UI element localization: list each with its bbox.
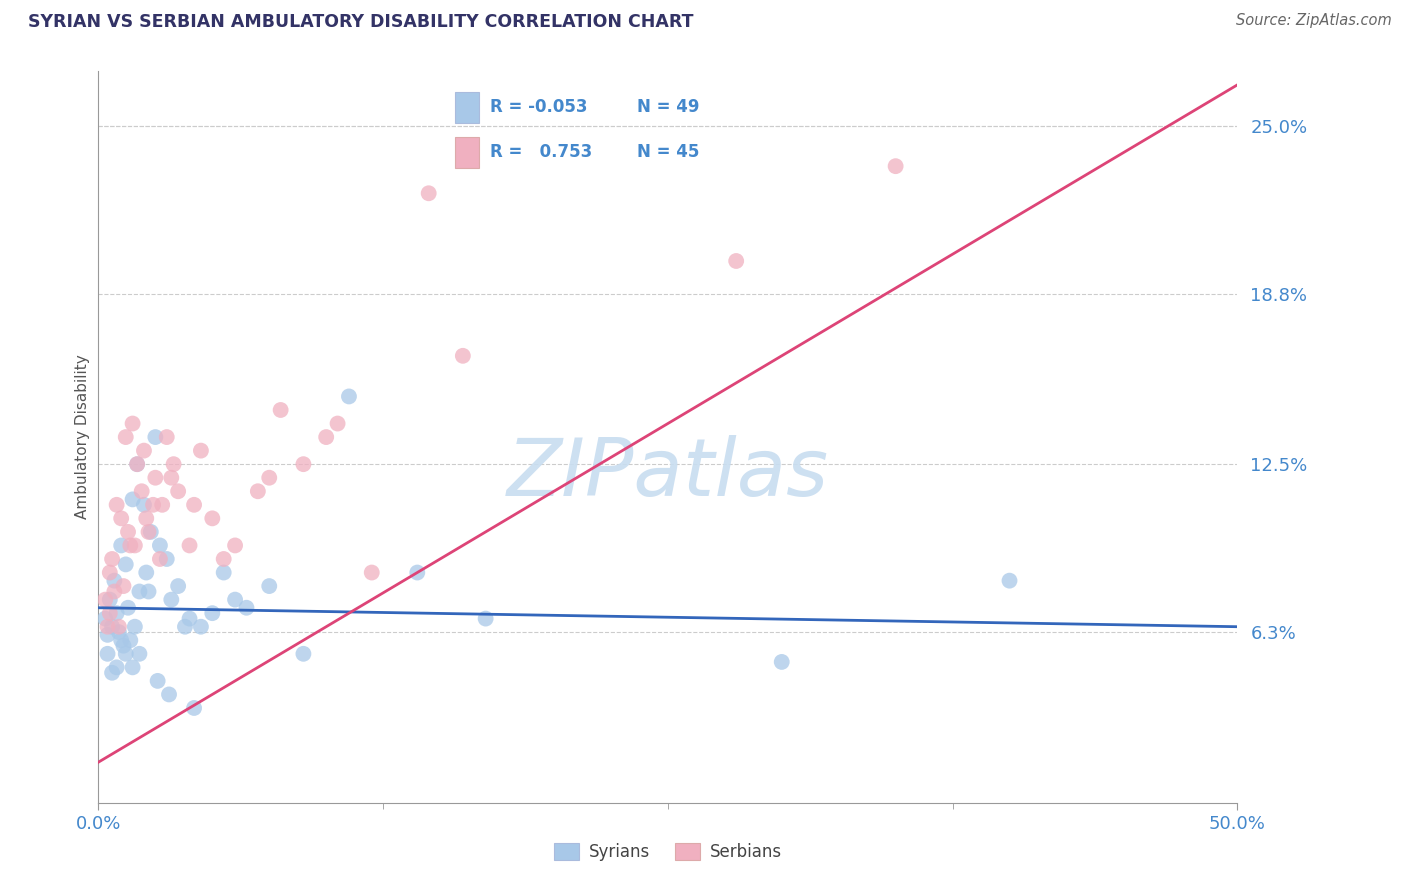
Point [120, 633, 142, 648]
Point [94, 592, 117, 607]
Point [135, 511, 157, 525]
Point [160, 592, 183, 607]
Point [114, 430, 136, 444]
Point [360, 566, 382, 580]
Point [451, 349, 474, 363]
Point [145, 430, 167, 444]
Y-axis label: Ambulatory Disability: Ambulatory Disability [75, 355, 90, 519]
Point [108, 620, 131, 634]
Point [201, 511, 224, 525]
Point [725, 254, 748, 268]
Point [770, 655, 793, 669]
Point [138, 524, 160, 539]
Text: Source: ZipAtlas.com: Source: ZipAtlas.com [1236, 13, 1392, 29]
Point [112, 639, 135, 653]
Point [224, 538, 246, 552]
Point [121, 660, 143, 674]
Point [127, 457, 149, 471]
Point [884, 159, 907, 173]
Point [162, 457, 184, 471]
Point [139, 524, 162, 539]
Point [98, 592, 121, 607]
Point [121, 417, 143, 431]
Point [96, 647, 118, 661]
Point [150, 498, 173, 512]
Point [326, 417, 349, 431]
Point [114, 558, 136, 572]
Point [105, 606, 128, 620]
Point [110, 538, 132, 552]
Point [101, 552, 124, 566]
Point [124, 538, 146, 552]
Point [128, 584, 150, 599]
Point [98, 606, 121, 620]
Point [174, 620, 197, 634]
Point [190, 443, 212, 458]
Point [127, 457, 149, 471]
Point [103, 574, 125, 588]
Point [270, 403, 292, 417]
Point [132, 498, 155, 512]
Point [117, 600, 139, 615]
Point [179, 611, 201, 625]
Point [212, 566, 235, 580]
Point [145, 471, 167, 485]
Point [212, 552, 235, 566]
Point [112, 579, 135, 593]
Point [114, 647, 136, 661]
Point [190, 620, 212, 634]
Legend: Syrians, Serbians: Syrians, Serbians [547, 836, 789, 868]
Point [146, 673, 169, 688]
Point [108, 625, 131, 640]
Point [128, 647, 150, 661]
Point [224, 592, 246, 607]
Point [167, 484, 190, 499]
Point [101, 620, 124, 634]
Point [121, 492, 143, 507]
Point [474, 611, 496, 625]
Point [110, 633, 132, 648]
Point [96, 620, 118, 634]
Point [157, 688, 180, 702]
Point [183, 701, 205, 715]
Point [120, 538, 142, 552]
Point [183, 498, 205, 512]
Point [105, 660, 128, 674]
Point [246, 484, 269, 499]
Point [156, 552, 179, 566]
Point [103, 584, 125, 599]
Point [259, 579, 281, 593]
Point [117, 524, 139, 539]
Point [96, 628, 118, 642]
Point [292, 457, 315, 471]
Point [259, 471, 281, 485]
Point [406, 566, 429, 580]
Point [138, 584, 160, 599]
Point [94, 611, 117, 625]
Point [179, 538, 201, 552]
Point [124, 620, 146, 634]
Text: SYRIAN VS SERBIAN AMBULATORY DISABILITY CORRELATION CHART: SYRIAN VS SERBIAN AMBULATORY DISABILITY … [28, 13, 693, 31]
Text: ZIPatlas: ZIPatlas [506, 434, 830, 513]
Point [998, 574, 1021, 588]
Point [167, 579, 190, 593]
Point [132, 443, 155, 458]
Point [110, 511, 132, 525]
Point [142, 498, 165, 512]
Point [160, 471, 183, 485]
Point [98, 566, 121, 580]
Point [156, 430, 179, 444]
Point [292, 647, 315, 661]
Point [418, 186, 440, 201]
Point [235, 600, 257, 615]
Point [337, 389, 360, 403]
Point [201, 606, 224, 620]
Point [101, 665, 124, 680]
Point [135, 566, 157, 580]
Point [315, 430, 337, 444]
Point [149, 538, 172, 552]
Point [105, 498, 128, 512]
Point [149, 552, 172, 566]
Point [131, 484, 153, 499]
